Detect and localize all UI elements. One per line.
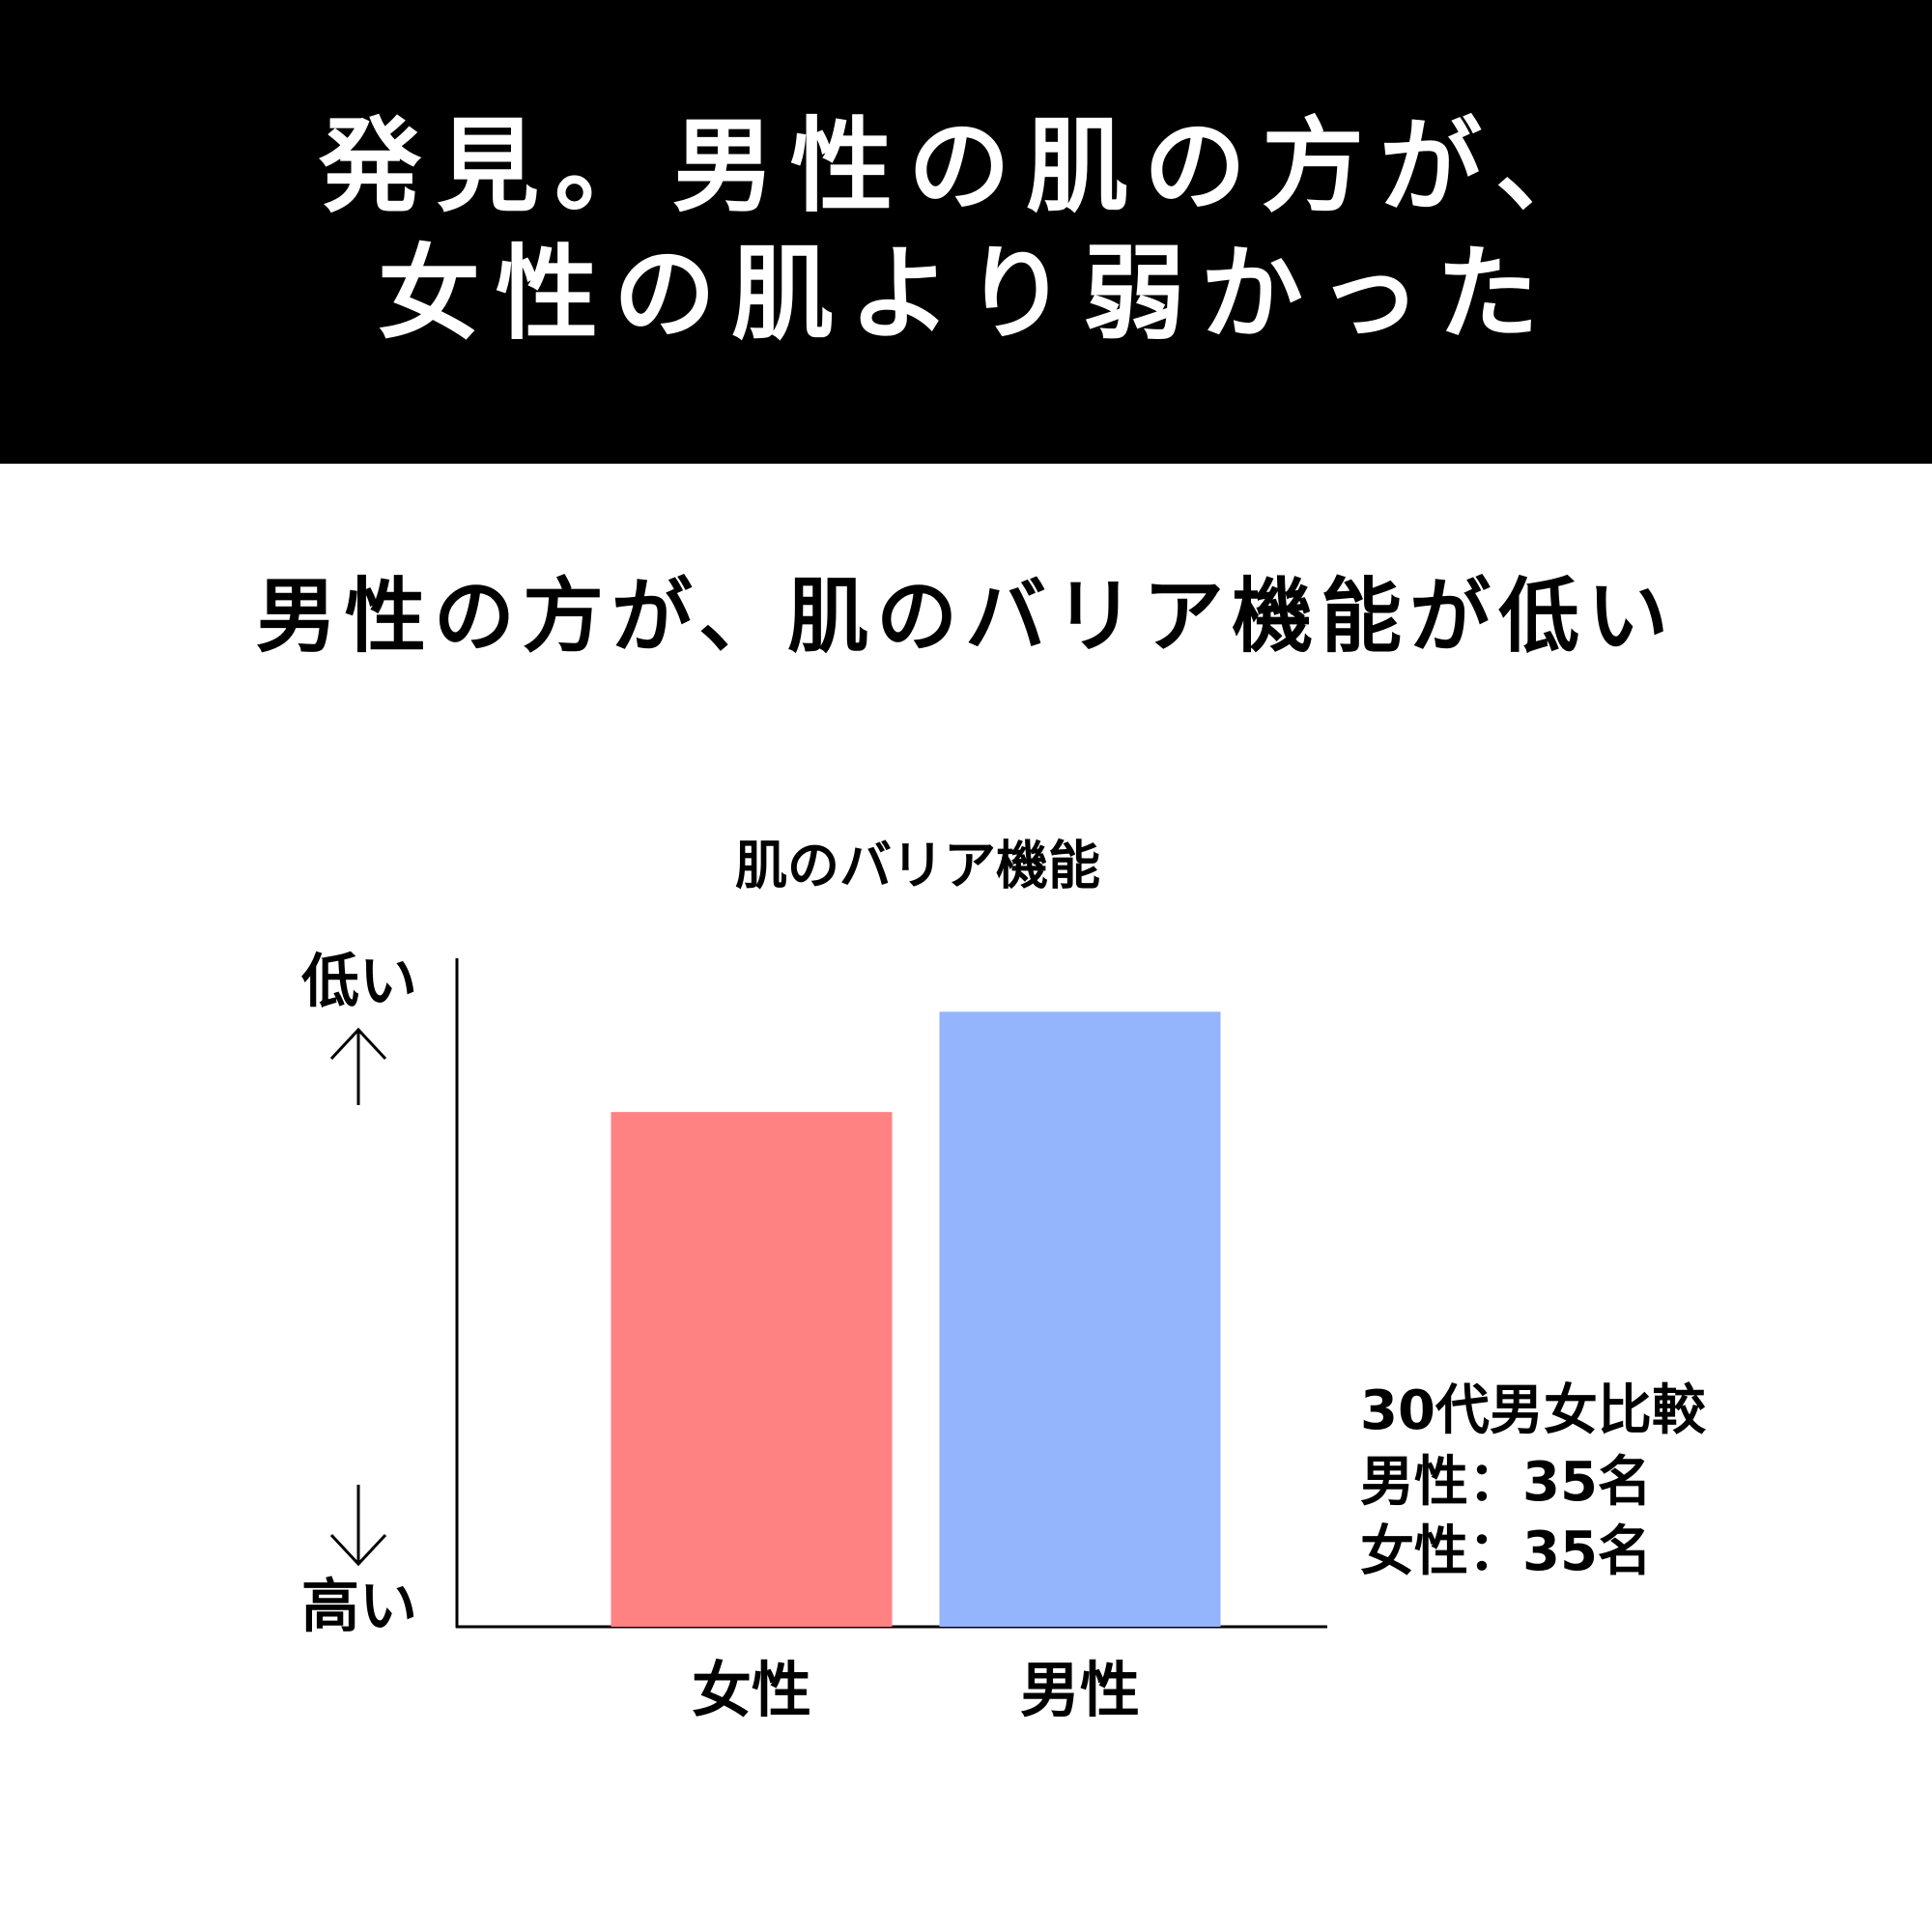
bar <box>611 1112 893 1627</box>
note-line: 男性：35名 <box>1360 1451 1652 1514</box>
header-line: 女性の肌より弱かった <box>378 235 1554 354</box>
y-bottom-label: 高い <box>301 1574 417 1641</box>
note-line: 30代男女比較 <box>1360 1379 1707 1442</box>
y-top-label: 低い <box>301 949 417 1016</box>
x-tick-label: 女性 <box>692 1655 811 1725</box>
header-line: 発見。男性の肌の方が、 <box>319 107 1613 226</box>
chart-title: 肌のバリア機能 <box>735 836 1100 896</box>
note-line: 女性：35名 <box>1360 1520 1652 1583</box>
up-arrow <box>329 1027 387 1105</box>
subtitle: 男性の方が、肌のバリア機能が低い <box>256 569 1676 664</box>
bar <box>939 1011 1221 1627</box>
x-tick-label: 男性 <box>1020 1655 1140 1725</box>
down-arrow <box>329 1485 387 1567</box>
header-bg <box>0 0 1932 464</box>
